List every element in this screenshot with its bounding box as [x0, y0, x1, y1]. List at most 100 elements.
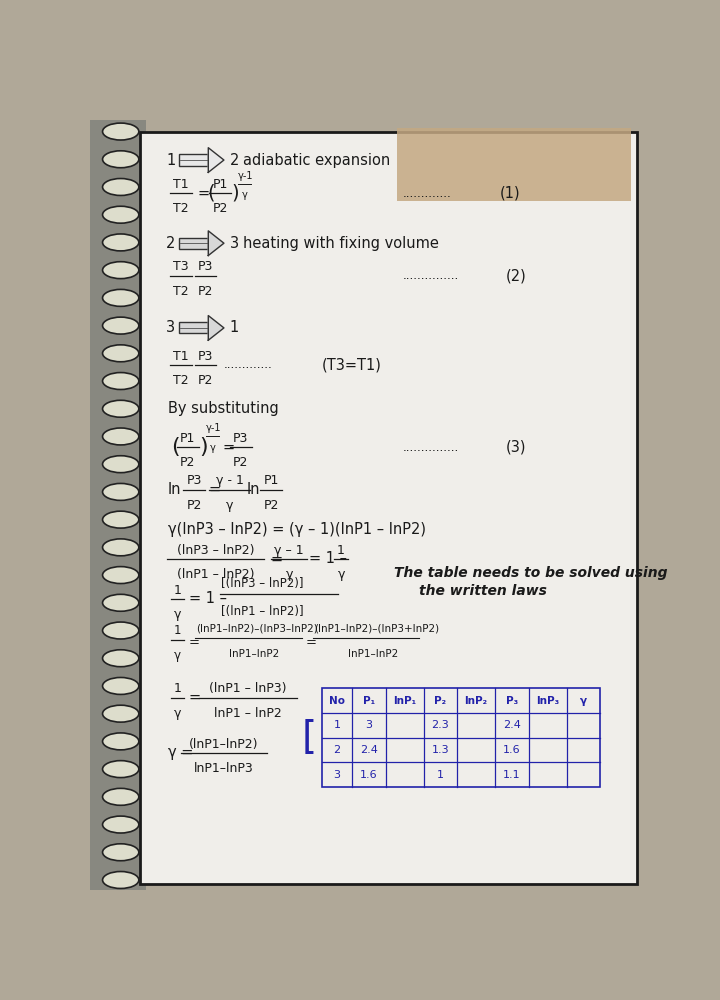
Text: =: = [222, 440, 235, 455]
Text: (: ( [207, 184, 215, 203]
Ellipse shape [102, 400, 139, 417]
Text: =: = [209, 482, 221, 497]
Ellipse shape [102, 289, 139, 306]
Text: 2: 2 [333, 745, 341, 755]
Text: P₁: P₁ [363, 696, 375, 706]
Text: γ - 1: γ - 1 [215, 474, 243, 487]
Text: P1: P1 [180, 432, 195, 445]
Text: γ: γ [580, 696, 587, 706]
Text: γ =: γ = [168, 745, 194, 760]
Text: [(lnP3 – lnP2)]: [(lnP3 – lnP2)] [221, 577, 304, 590]
Text: ln: ln [168, 482, 181, 497]
Text: 1: 1 [174, 624, 181, 637]
Text: P2: P2 [264, 499, 279, 512]
Text: 1.3: 1.3 [431, 745, 449, 755]
Ellipse shape [102, 761, 139, 778]
Text: adiabatic expansion: adiabatic expansion [243, 153, 391, 168]
Text: ...............: ............... [402, 269, 459, 282]
Text: γ: γ [226, 499, 233, 512]
Text: P2: P2 [198, 285, 213, 298]
Ellipse shape [102, 373, 139, 389]
Text: P2: P2 [212, 202, 228, 215]
Ellipse shape [102, 428, 139, 445]
Text: =: = [306, 636, 317, 649]
Text: γ: γ [174, 649, 181, 662]
Ellipse shape [102, 594, 139, 611]
Text: (lnP3 – lnP2): (lnP3 – lnP2) [177, 544, 254, 557]
Text: P2: P2 [186, 499, 202, 512]
Text: P1: P1 [212, 178, 228, 191]
Text: [(lnP1 – lnP2)]: [(lnP1 – lnP2)] [221, 605, 304, 618]
Ellipse shape [102, 816, 139, 833]
Text: 2.4: 2.4 [360, 745, 378, 755]
Text: γ: γ [174, 707, 181, 720]
Text: The table needs to be solved using: The table needs to be solved using [394, 566, 667, 580]
Text: 3: 3 [230, 236, 238, 251]
Text: (: ( [171, 437, 179, 457]
Polygon shape [208, 231, 224, 256]
Ellipse shape [102, 733, 139, 750]
Text: 1.1: 1.1 [503, 770, 521, 780]
Text: γ: γ [338, 568, 345, 581]
Text: T1: T1 [173, 350, 189, 363]
Text: =: = [270, 551, 282, 566]
Text: 1: 1 [166, 153, 176, 168]
Ellipse shape [102, 872, 139, 888]
Text: P1: P1 [264, 474, 279, 487]
Text: .............: ............. [402, 187, 451, 200]
Text: P3: P3 [186, 474, 202, 487]
Text: By substituting: By substituting [168, 401, 279, 416]
FancyBboxPatch shape [179, 238, 208, 249]
Ellipse shape [102, 206, 139, 223]
Text: [: [ [302, 719, 317, 757]
Text: T2: T2 [173, 202, 189, 215]
Text: 1: 1 [437, 770, 444, 780]
Text: 2.4: 2.4 [503, 720, 521, 730]
Ellipse shape [102, 317, 139, 334]
Text: T2: T2 [173, 374, 189, 387]
FancyBboxPatch shape [397, 128, 631, 201]
Text: the written laws: the written laws [419, 584, 547, 598]
Text: γ(lnP3 – lnP2) = (γ – 1)(lnP1 – lnP2): γ(lnP3 – lnP2) = (γ – 1)(lnP1 – lnP2) [168, 522, 426, 537]
Ellipse shape [102, 705, 139, 722]
Text: 1.6: 1.6 [360, 770, 378, 780]
Ellipse shape [102, 567, 139, 584]
FancyBboxPatch shape [179, 322, 208, 333]
Text: 1: 1 [174, 682, 181, 695]
Text: ln: ln [246, 482, 260, 497]
Ellipse shape [102, 511, 139, 528]
Text: P3: P3 [198, 260, 213, 273]
Text: lnP₃: lnP₃ [536, 696, 559, 706]
Text: (lnP1–lnP2)–(lnP3+lnP2): (lnP1–lnP2)–(lnP3+lnP2) [315, 624, 439, 634]
Polygon shape [208, 316, 224, 340]
Ellipse shape [102, 539, 139, 556]
Text: =: = [189, 690, 201, 705]
Polygon shape [208, 148, 224, 172]
Text: T1: T1 [173, 178, 189, 191]
Text: (T3=T1): (T3=T1) [322, 357, 382, 372]
Text: 2: 2 [230, 153, 239, 168]
Text: P2: P2 [198, 374, 213, 387]
Text: ): ) [231, 184, 239, 203]
Text: 1: 1 [174, 584, 181, 597]
Text: P₃: P₃ [505, 696, 518, 706]
Text: lnP₂: lnP₂ [464, 696, 487, 706]
Text: γ: γ [174, 608, 181, 621]
Ellipse shape [102, 123, 139, 140]
Ellipse shape [102, 456, 139, 473]
Text: (2): (2) [505, 268, 526, 283]
Text: No: No [329, 696, 345, 706]
Text: = 1 –: = 1 – [189, 591, 227, 606]
Text: γ-1: γ-1 [238, 171, 253, 181]
Text: (lnP1 – lnP3): (lnP1 – lnP3) [210, 682, 287, 695]
Ellipse shape [102, 677, 139, 694]
FancyBboxPatch shape [90, 120, 145, 890]
Text: =: = [198, 186, 210, 201]
Ellipse shape [102, 483, 139, 500]
Text: T3: T3 [173, 260, 189, 273]
Ellipse shape [102, 650, 139, 667]
Ellipse shape [102, 788, 139, 805]
Text: P2: P2 [233, 456, 248, 469]
Ellipse shape [102, 179, 139, 195]
Text: (lnP1 – lnP2): (lnP1 – lnP2) [177, 568, 254, 581]
